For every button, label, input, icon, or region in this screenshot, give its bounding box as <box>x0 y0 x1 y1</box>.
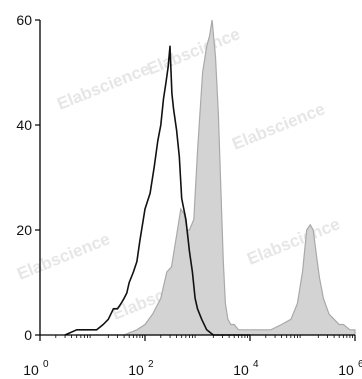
y-tick-label: 40 <box>16 117 32 133</box>
x-tick-exponent: 4 <box>253 359 259 370</box>
watermark-text: Elabscience <box>54 59 152 113</box>
y-tick-label: 20 <box>16 222 32 238</box>
series-layer <box>64 19 356 336</box>
x-tick-exponent: 6 <box>358 359 362 370</box>
ticks-layer: 0 20 40 60 10 0 10 2 10 4 10 6 <box>16 12 362 378</box>
x-tick-label: 10 <box>233 362 249 378</box>
x-tick-exponent: 2 <box>148 359 154 370</box>
x-tick-label: 10 <box>128 362 144 378</box>
x-tick-label: 10 <box>23 362 39 378</box>
watermark-text: Elabscience <box>229 99 327 153</box>
y-tick-label: 0 <box>24 327 32 343</box>
x-tick-exponent: 0 <box>43 359 49 370</box>
axes-layer <box>39 20 355 336</box>
y-tick-label: 60 <box>16 12 32 28</box>
x-tick-label: 10 <box>338 362 354 378</box>
series-filled-histogram <box>76 19 356 336</box>
watermark-text: Elabscience <box>144 24 242 78</box>
watermark-text: Elabscience <box>244 214 342 268</box>
series-outline-histogram <box>64 45 250 336</box>
